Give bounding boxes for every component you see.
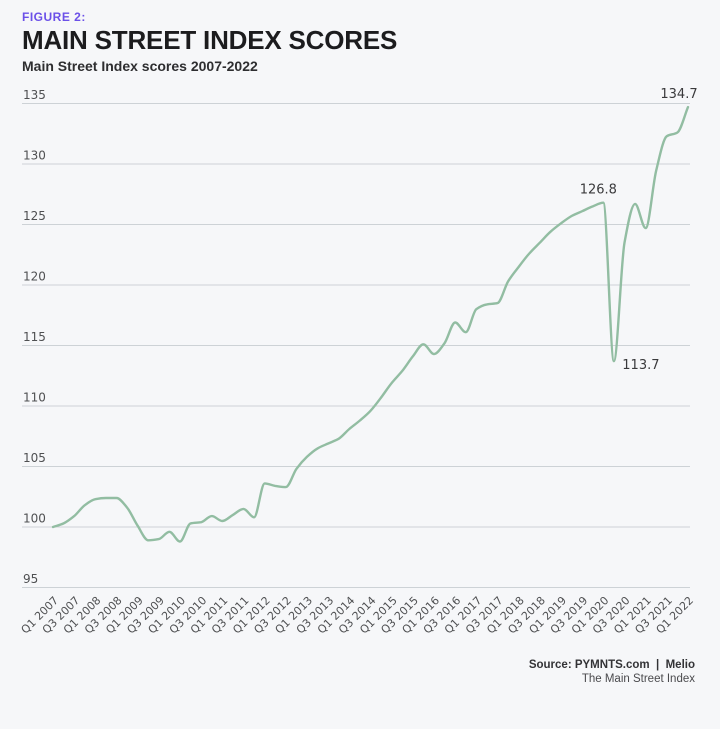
annotation-value: 126.8	[580, 183, 617, 198]
source-note: Source: PYMNTS.com | Melio The Main Stre…	[529, 659, 695, 685]
chart-header: FIGURE 2: MAIN STREET INDEX SCORES Main …	[22, 10, 397, 74]
y-tick-label: 100	[23, 512, 46, 526]
y-tick-label: 120	[23, 270, 46, 284]
chart-subtitle: Main Street Index scores 2007-2022	[22, 58, 258, 75]
page-title: MAIN STREET INDEX SCORES	[22, 25, 398, 55]
source-line: Source: PYMNTS.com | Melio	[528, 659, 695, 671]
y-tick-label: 135	[23, 88, 46, 102]
y-tick-label: 105	[23, 451, 46, 465]
source-series-name: The Main Street Index	[581, 673, 695, 685]
annotation-value: 134.7	[660, 87, 697, 102]
annotation-value: 113.7	[622, 358, 659, 373]
y-tick-label: 115	[23, 330, 46, 344]
y-tick-label: 130	[23, 149, 46, 163]
index-line	[51, 105, 690, 543]
y-tick-label: 125	[23, 209, 46, 223]
y-tick-label: 95	[23, 572, 38, 586]
y-tick-label: 110	[23, 391, 46, 405]
figure-label: FIGURE 2:	[22, 10, 86, 24]
